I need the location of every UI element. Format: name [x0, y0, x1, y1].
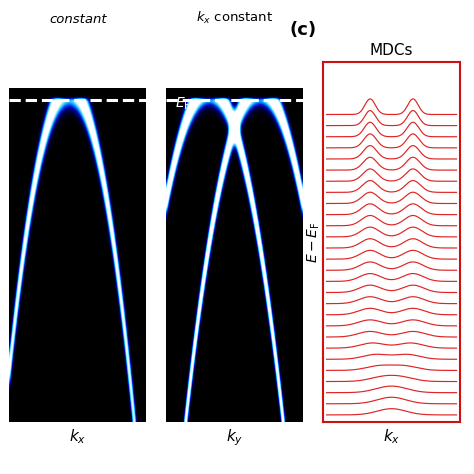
X-axis label: $k_x$: $k_x$: [69, 428, 86, 446]
X-axis label: $k_x$: $k_x$: [383, 428, 400, 446]
X-axis label: $k_y$: $k_y$: [226, 428, 243, 448]
Text: $E_{\rm F}$: $E_{\rm F}$: [174, 96, 191, 112]
Text: (c): (c): [290, 21, 317, 39]
Title: MDCs: MDCs: [370, 43, 413, 58]
Text: constant: constant: [49, 13, 107, 26]
Text: $k_x$ constant: $k_x$ constant: [196, 9, 273, 26]
Y-axis label: $E-E_{\rm F}$: $E-E_{\rm F}$: [306, 221, 322, 263]
